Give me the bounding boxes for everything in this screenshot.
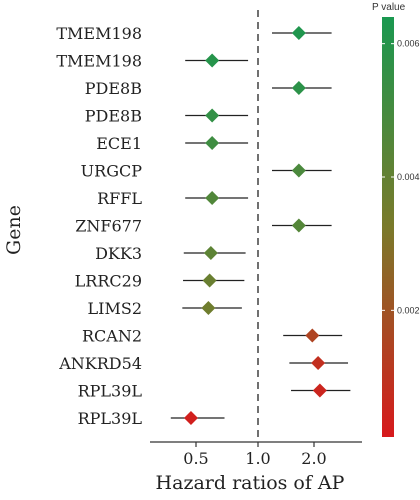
hazard-ratio-point xyxy=(202,273,217,288)
gene-label: DKK3 xyxy=(95,244,142,263)
hazard-ratio-point xyxy=(201,301,216,315)
y-axis-title: Gene xyxy=(3,205,25,255)
x-axis-title: Hazard ratios of AP xyxy=(156,472,345,494)
x-axis: 0.5 1.0 2.0 xyxy=(150,441,362,468)
gene-label: TMEM198 xyxy=(56,52,142,71)
legend-tick-label: 0.004 xyxy=(397,172,420,182)
legend-tick-label: 0.002 xyxy=(397,305,420,315)
x-tick-label: 0.5 xyxy=(183,449,208,468)
hazard-ratio-point xyxy=(291,218,306,233)
hazard-ratio-point xyxy=(311,356,326,370)
legend-tick-label: 0.006 xyxy=(397,39,420,49)
gene-label: RFFL xyxy=(97,189,142,208)
hazard-ratio-point xyxy=(291,81,306,95)
hazard-ratio-point xyxy=(183,411,198,425)
legend-colorbar xyxy=(382,17,394,437)
gene-label: LIMS2 xyxy=(88,299,142,318)
gene-label: PDE8B xyxy=(85,107,142,126)
hazard-ratio-point xyxy=(205,191,220,205)
gene-label: PDE8B xyxy=(85,79,142,98)
hazard-ratio-point xyxy=(205,108,220,123)
x-tick-label: 2.0 xyxy=(301,449,326,468)
gene-label: RPL39L xyxy=(78,409,143,428)
hazard-ratio-point xyxy=(205,53,220,68)
p-value-legend: P value 0.006 0.004 0.002 xyxy=(372,2,420,437)
legend-title: P value xyxy=(372,2,406,13)
confidence-intervals xyxy=(170,32,351,419)
gene-label: ECE1 xyxy=(96,134,142,153)
hazard-ratio-point xyxy=(203,246,218,260)
gene-label: TMEM198 xyxy=(56,24,142,43)
gene-label: LRRC29 xyxy=(75,272,142,291)
gene-label: URGCP xyxy=(81,162,143,181)
hazard-ratio-point xyxy=(291,163,306,178)
hazard-ratio-point xyxy=(305,328,320,343)
hazard-ratio-points xyxy=(183,26,327,425)
gene-label: ZNF677 xyxy=(75,217,142,236)
hazard-ratio-point xyxy=(291,26,306,40)
x-tick-label: 1.0 xyxy=(245,449,270,468)
gene-label: ANKRD54 xyxy=(58,354,142,373)
gene-label: RPL39L xyxy=(78,382,143,401)
hazard-ratio-point xyxy=(312,383,327,398)
hazard-ratio-point xyxy=(205,136,220,150)
gene-labels: TMEM198 TMEM198 PDE8B PDE8B ECE1 URGCP RFFL ZNF… xyxy=(56,24,142,428)
gene-label: RCAN2 xyxy=(82,327,142,346)
